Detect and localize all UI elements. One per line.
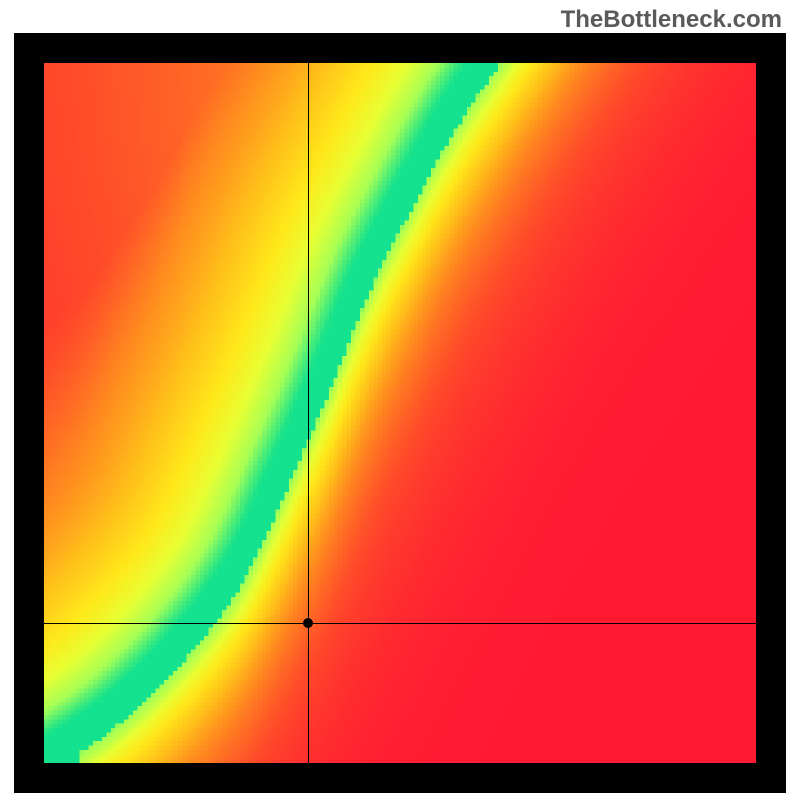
crosshair-vertical (308, 63, 309, 763)
heatmap-canvas (44, 63, 756, 763)
watermark-text: TheBottleneck.com (561, 6, 782, 34)
crosshair-dot (303, 618, 313, 628)
plot-frame (14, 33, 786, 793)
plot-area (44, 63, 756, 763)
chart-container: TheBottleneck.com (0, 0, 800, 800)
crosshair-horizontal (44, 623, 756, 624)
